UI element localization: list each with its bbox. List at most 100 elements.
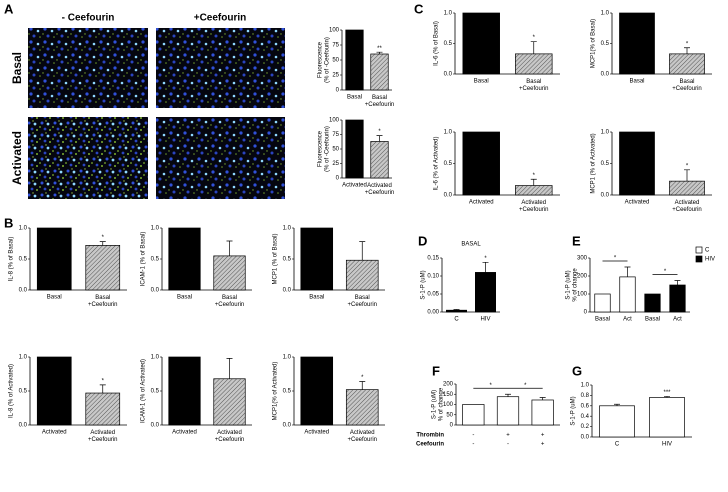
y-axis-label: S-1-P (uM) xyxy=(421,270,427,299)
y-tick-label: 0.4 xyxy=(581,414,590,420)
bar xyxy=(619,276,636,313)
y-tick-label: 50 xyxy=(332,58,339,64)
bar xyxy=(345,389,379,426)
y-tick-label: 0.5 xyxy=(19,257,28,263)
micrograph xyxy=(156,117,285,199)
error-bar xyxy=(359,381,366,390)
error-bar xyxy=(684,47,690,54)
y-tick-label: 0 xyxy=(584,310,588,316)
y-axis-label: IL-8 (% of Activated) xyxy=(9,364,15,418)
panel-letter: F xyxy=(432,363,440,378)
bar xyxy=(85,245,121,291)
y-tick-label: 0.6 xyxy=(581,403,590,409)
row-title: Activated xyxy=(10,131,24,185)
bar xyxy=(669,180,705,196)
error-bar xyxy=(539,397,546,400)
x-tick-label: Basal +Ceefourin xyxy=(347,295,377,308)
y-tick-label: 0.5 xyxy=(283,389,292,395)
y-tick-label: 0.0 xyxy=(283,288,292,294)
y-tick-label: 1.0 xyxy=(151,355,160,361)
error-bar xyxy=(664,396,670,398)
x-tick-label: Basal xyxy=(595,317,610,323)
legend-swatch xyxy=(695,255,703,263)
y-axis-label: IL-6 (% of Activated) xyxy=(434,136,440,190)
y-axis-label: S-1-P (uM) xyxy=(571,396,577,425)
significance: * xyxy=(686,41,689,47)
x-tick-label: Basal xyxy=(47,295,62,301)
y-tick-label: 200 xyxy=(577,274,588,280)
y-tick-label: 0.5 xyxy=(283,257,292,263)
y-tick-label: 0.5 xyxy=(601,161,610,167)
y-tick-label: 0.00 xyxy=(427,310,439,316)
significance: * xyxy=(664,269,667,275)
error-bar xyxy=(505,393,511,397)
y-tick-label: 0.5 xyxy=(19,389,28,395)
x-tick-label: Basal xyxy=(309,295,324,301)
bar xyxy=(446,309,468,313)
x-tick-label: Activated xyxy=(172,430,197,436)
y-tick-label: 200 xyxy=(443,382,454,388)
y-axis-label: S-1-P (uM)% of change xyxy=(565,268,578,302)
bar xyxy=(345,259,379,291)
bar xyxy=(213,255,246,291)
significance: *** xyxy=(663,390,671,396)
y-tick-label: 75 xyxy=(332,43,339,49)
significance: * xyxy=(378,129,381,135)
y-tick-label: 0.10 xyxy=(427,274,439,280)
y-tick-label: 1.0 xyxy=(601,11,610,17)
y-tick-label: 1.0 xyxy=(151,226,160,232)
bar xyxy=(669,284,686,313)
y-tick-label: 0 xyxy=(336,176,340,182)
x-tick-label: Basal +Ceefourin xyxy=(519,79,549,92)
bar xyxy=(531,399,554,426)
panel-letter: E xyxy=(572,233,581,248)
bar xyxy=(594,293,611,313)
y-axis-label: IL-8 (% of Basal) xyxy=(9,237,15,282)
y-axis-label: IL-6 (% of Basal) xyxy=(434,21,440,66)
y-tick-label: 0.0 xyxy=(601,72,610,78)
x-tick-label: Activated xyxy=(304,430,329,436)
y-tick-label: 0.0 xyxy=(444,72,453,78)
bar xyxy=(462,12,500,75)
y-tick-label: 25 xyxy=(332,161,339,167)
legend-swatch xyxy=(695,246,703,254)
x-tick-label: HIV xyxy=(480,317,490,323)
panel-letter: C xyxy=(414,1,424,16)
y-axis-label: MCP1(% of Basal) xyxy=(591,19,597,68)
legend-label: HIV xyxy=(705,257,715,263)
bar xyxy=(462,131,500,196)
error-bar xyxy=(226,240,233,256)
x-tick-label: Basal xyxy=(347,95,362,101)
condition-value: - xyxy=(507,442,509,448)
column-title: - Ceefourin xyxy=(62,13,115,24)
bar xyxy=(300,227,334,291)
bar xyxy=(168,227,201,291)
y-tick-label: 0.5 xyxy=(444,41,453,47)
error-bar xyxy=(453,309,460,311)
y-tick-label: 0.0 xyxy=(283,423,292,429)
bar xyxy=(515,53,553,75)
y-tick-label: 25 xyxy=(332,73,339,79)
y-axis-label: MCP1 (% of Activated) xyxy=(591,133,597,193)
column-title: +Ceefourin xyxy=(194,13,247,24)
y-tick-label: 0.0 xyxy=(151,423,160,429)
y-tick-label: 0.8 xyxy=(581,393,590,399)
row-title: Basal xyxy=(10,52,24,84)
significance: * xyxy=(686,163,689,169)
bar xyxy=(345,119,364,179)
bar xyxy=(300,356,334,426)
y-tick-label: 100 xyxy=(577,292,588,298)
x-tick-label: Activated xyxy=(42,430,67,436)
significance: ** xyxy=(377,46,382,52)
y-tick-label: 1.0 xyxy=(19,226,28,232)
y-tick-label: 300 xyxy=(577,256,588,262)
y-axis-label: S-1-P (uM)% of change xyxy=(431,387,444,421)
chart-title: BASAL xyxy=(461,242,481,248)
y-tick-label: 0.5 xyxy=(444,161,453,167)
y-tick-label: 0.5 xyxy=(601,41,610,47)
y-tick-label: 0.0 xyxy=(19,288,28,294)
y-tick-label: 100 xyxy=(329,28,340,34)
x-tick-label: Act xyxy=(623,317,632,323)
error-bar xyxy=(482,261,489,273)
x-tick-label: C xyxy=(454,317,459,323)
